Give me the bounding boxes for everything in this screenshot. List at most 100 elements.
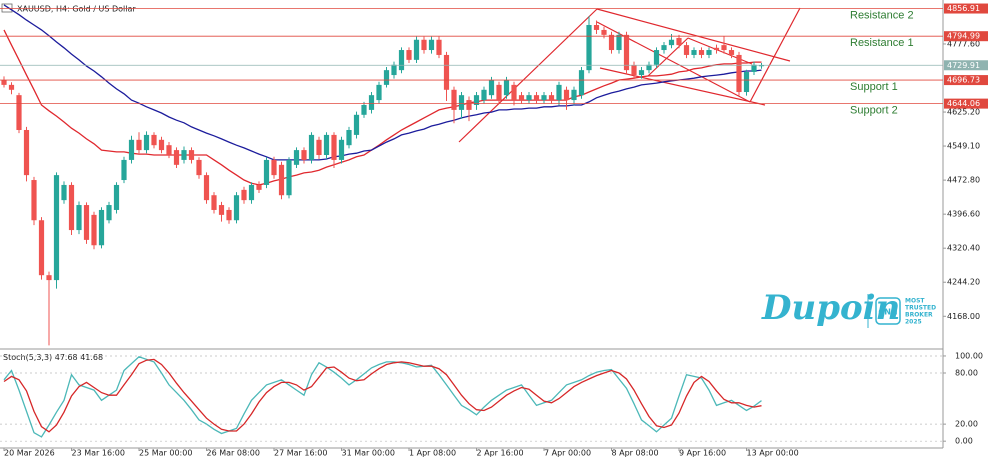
candle-body bbox=[248, 184, 255, 201]
x-tick-label: 23 Mar 16:00 bbox=[72, 449, 125, 458]
level-name: Resistance 2 bbox=[850, 9, 914, 21]
candle-body bbox=[691, 50, 697, 55]
level-label-box bbox=[944, 75, 988, 86]
trendline bbox=[596, 21, 751, 103]
y-tick-label: 4549.10 bbox=[947, 142, 980, 151]
level-name: Support 1 bbox=[850, 81, 898, 93]
candle-body bbox=[76, 205, 82, 231]
candle-body bbox=[16, 95, 22, 130]
candle-body bbox=[398, 50, 405, 71]
candle-body bbox=[226, 209, 232, 221]
candle-body bbox=[31, 180, 37, 221]
candle-body bbox=[113, 184, 120, 210]
candle-body bbox=[61, 184, 67, 201]
candle-body bbox=[518, 95, 525, 101]
candle-body bbox=[181, 150, 187, 160]
candle-body bbox=[676, 37, 682, 46]
candle-body bbox=[308, 134, 315, 160]
x-tick-label: 20 Mar 2026 bbox=[4, 449, 55, 458]
candle-body bbox=[646, 64, 652, 71]
candle-body bbox=[728, 50, 735, 55]
x-tick-label: 2 Apr 16:00 bbox=[477, 449, 524, 458]
trendline bbox=[596, 8, 791, 62]
candle-body bbox=[713, 47, 720, 51]
candle-body bbox=[278, 164, 285, 196]
candle-body bbox=[316, 139, 322, 156]
candle-body bbox=[68, 184, 75, 231]
brand: Dupoin bbox=[761, 288, 900, 328]
stoch-line bbox=[3, 358, 762, 433]
trendline bbox=[458, 8, 598, 143]
y-tick-label: 4777.60 bbox=[947, 39, 980, 48]
candle-body bbox=[526, 95, 532, 101]
candle-body bbox=[263, 159, 270, 185]
candle-body bbox=[458, 95, 465, 110]
x-tick-label: 1 Apr 08:00 bbox=[409, 449, 456, 458]
y-tick-label: 0.00 bbox=[955, 437, 973, 446]
candle-body bbox=[511, 84, 517, 101]
candle-body bbox=[578, 70, 585, 96]
y-tick-label: 4244.20 bbox=[947, 278, 980, 287]
candle-body bbox=[451, 89, 457, 110]
stoch-line bbox=[3, 356, 762, 438]
candle-body bbox=[376, 84, 382, 101]
candle-body bbox=[443, 54, 450, 90]
candle-body bbox=[466, 100, 472, 110]
candle-body bbox=[256, 184, 262, 190]
symbol-icon bbox=[1, 3, 13, 13]
candle-body bbox=[616, 34, 622, 51]
watermark: Dupoin CNN MOST TRUSTED BROKER 2025 bbox=[761, 288, 936, 328]
candle-body bbox=[106, 205, 112, 221]
candle-body bbox=[668, 39, 675, 46]
level-label: 4794.99 bbox=[947, 32, 980, 41]
candle-body bbox=[548, 95, 555, 101]
candle-body bbox=[751, 64, 757, 72]
stoch-k-value: 47.68 bbox=[55, 353, 78, 362]
candle-body bbox=[406, 50, 412, 60]
candle-body bbox=[368, 95, 375, 110]
x-tick-label: 25 Mar 00:00 bbox=[139, 449, 192, 458]
y-tick-label: 4168.00 bbox=[947, 312, 980, 321]
candle-body bbox=[496, 84, 502, 101]
y-tick-label: 100.00 bbox=[955, 351, 983, 360]
candle-body bbox=[46, 275, 52, 281]
level-label: 4696.73 bbox=[947, 76, 980, 85]
level-label: 4729.91 bbox=[947, 61, 980, 70]
trendline bbox=[749, 7, 801, 103]
level-label-box bbox=[944, 3, 988, 14]
candle-body bbox=[91, 214, 97, 246]
candle-body bbox=[271, 159, 277, 176]
candle-body bbox=[143, 134, 150, 151]
candle-body bbox=[721, 45, 727, 51]
candle-body bbox=[488, 79, 495, 96]
candle-body bbox=[736, 54, 742, 93]
level-name: Resistance 1 bbox=[850, 37, 914, 49]
badge-line: TRUSTED bbox=[905, 305, 936, 312]
candle-body bbox=[563, 89, 570, 101]
badge-box bbox=[875, 297, 901, 325]
candle-body bbox=[593, 25, 600, 30]
candle-body bbox=[1, 79, 7, 85]
level-label: 4644.06 bbox=[947, 99, 980, 108]
candle-body bbox=[233, 195, 240, 221]
candle-body bbox=[203, 175, 210, 201]
candle-body bbox=[391, 64, 397, 76]
candle-body bbox=[473, 95, 480, 105]
candle-body bbox=[301, 150, 307, 160]
badge-line: BROKER bbox=[905, 312, 933, 319]
candle-body bbox=[293, 150, 300, 165]
candle-body bbox=[98, 209, 105, 246]
candle-body bbox=[158, 139, 165, 151]
candle-body bbox=[601, 29, 607, 35]
stoch-header: Stoch(5,3,3) 47.68 41.68 bbox=[3, 353, 103, 362]
candle-body bbox=[38, 220, 45, 276]
trendline bbox=[599, 67, 766, 106]
chart-title: XAUUSD, H4: Gold / US Dollar bbox=[17, 5, 136, 14]
badge-line: 2025 bbox=[905, 319, 922, 326]
candle-body bbox=[166, 145, 172, 156]
y-tick-label: 80.00 bbox=[955, 369, 978, 378]
candle-body bbox=[623, 34, 630, 71]
candle-body bbox=[541, 95, 547, 101]
candle-body bbox=[196, 159, 202, 176]
